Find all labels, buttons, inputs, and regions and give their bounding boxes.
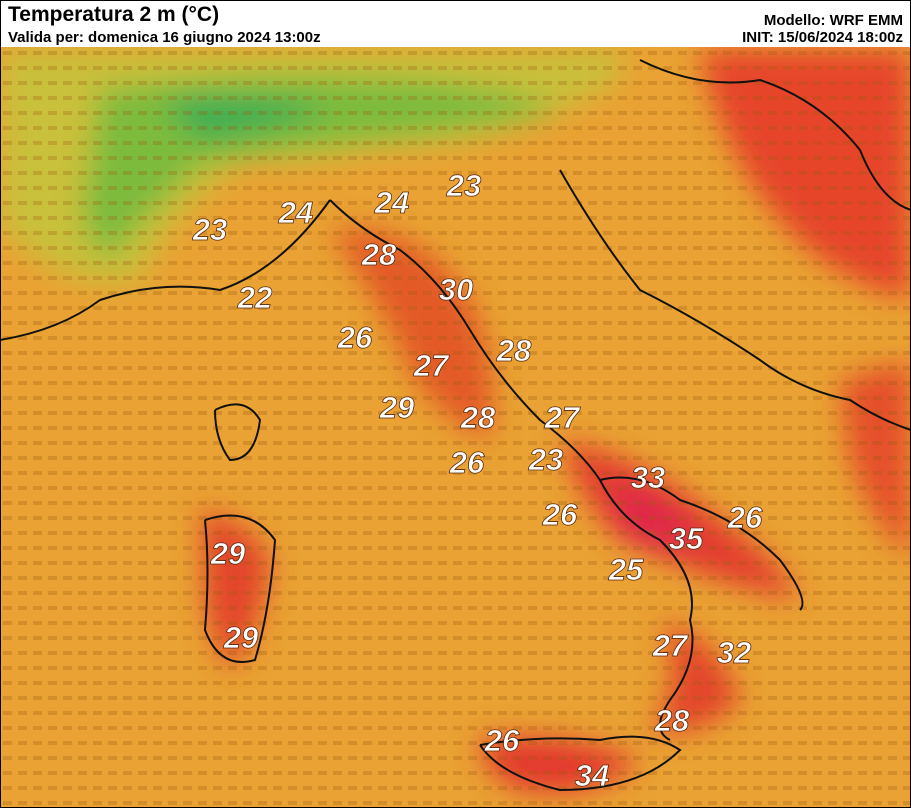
grid-pattern xyxy=(0,47,911,808)
temperature-label: 28 xyxy=(460,400,496,435)
temperature-label: 32 xyxy=(717,635,751,670)
temperature-label: 34 xyxy=(575,758,609,793)
temperature-label: 29 xyxy=(210,536,246,571)
header-bar xyxy=(0,0,911,47)
temperature-label: 26 xyxy=(337,320,373,355)
temperature-label: 27 xyxy=(413,348,450,383)
temperature-label: 29 xyxy=(223,620,259,655)
model-name: Modello: WRF EMM xyxy=(764,12,903,29)
temperature-label: 26 xyxy=(449,445,485,480)
init-time: INIT: 15/06/2024 18:00z xyxy=(742,29,903,46)
map-area xyxy=(0,47,911,808)
temperature-label: 26 xyxy=(484,723,520,758)
temperature-label: 33 xyxy=(631,460,665,495)
temperature-label: 26 xyxy=(727,500,763,535)
temperature-label: 22 xyxy=(237,280,272,315)
temperature-label: 27 xyxy=(652,628,689,663)
temperature-label: 28 xyxy=(654,703,690,738)
coastlines xyxy=(0,59,911,792)
temperature-label: 24 xyxy=(278,195,313,230)
temperature-label: 24 xyxy=(374,185,409,220)
valid-time: Valida per: domenica 16 giugno 2024 13:0… xyxy=(8,29,321,46)
temperature-label: 27 xyxy=(544,400,581,435)
temperature-label: 28 xyxy=(496,333,532,368)
title: Temperatura 2 m (°C) xyxy=(8,3,219,26)
temperature-label: 25 xyxy=(608,552,644,587)
temperature-label: 29 xyxy=(379,390,415,425)
temperature-label: 30 xyxy=(439,272,473,307)
temperature-label: 26 xyxy=(542,497,578,532)
temperature-label: 28 xyxy=(361,237,397,272)
temperature-label: 23 xyxy=(528,442,563,477)
temperature-label: 23 xyxy=(446,168,481,203)
temperature-label: 35 xyxy=(669,521,704,556)
temperature-label: 23 xyxy=(192,212,227,247)
temperature-labels: 23 24 24 23 28 22 30 26 27 28 29 28 27 23 26 33 26 26 35 29… xyxy=(191,168,763,794)
